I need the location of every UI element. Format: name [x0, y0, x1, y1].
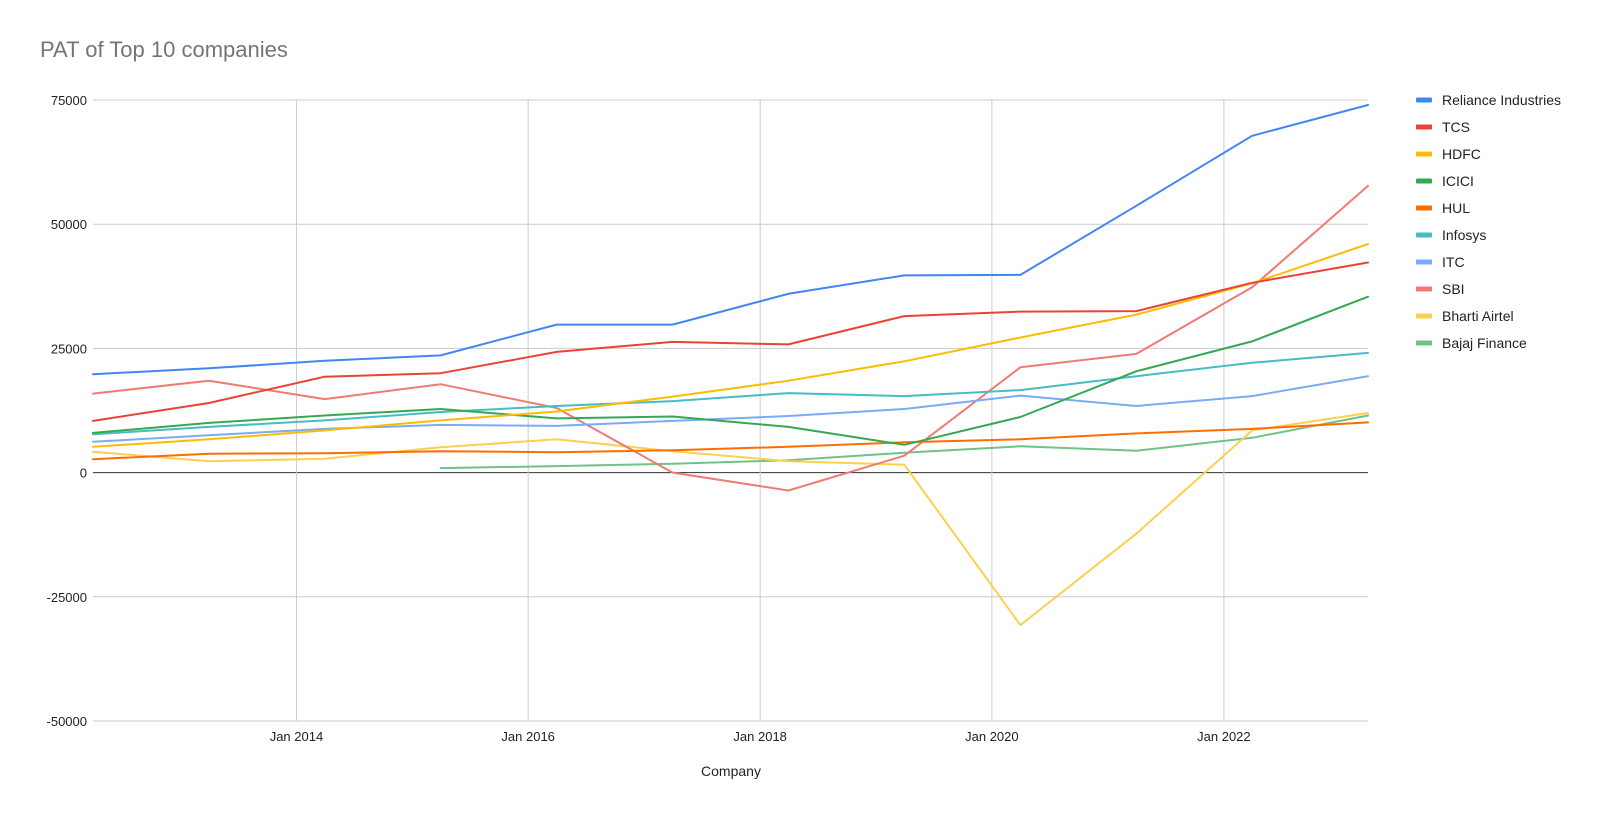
x-tick-label: Jan 2020: [965, 729, 1019, 744]
legend-swatch-infosys: [1416, 232, 1432, 238]
legend-label-hdfc: HDFC: [1442, 146, 1481, 162]
legend: Reliance Industries TCS HDFC ICICI HUL Infosy…: [1416, 92, 1561, 351]
series-line-infosys: [92, 351, 1369, 436]
legend-label-itc: ITC: [1442, 254, 1465, 270]
legend-swatch-sbi: [1416, 286, 1432, 292]
series-lines: [92, 104, 1369, 627]
series-line-bharti-airtel: [92, 412, 1369, 627]
legend-swatch-hdfc: [1416, 151, 1432, 157]
series-line-reliance-industries: [92, 104, 1369, 376]
x-tick-label: Jan 2018: [733, 729, 787, 744]
legend-label-hul: HUL: [1442, 200, 1470, 216]
legend-swatch-reliance-industries: [1416, 97, 1432, 103]
y-tick-label: 50000: [51, 217, 87, 232]
legend-swatch-itc: [1416, 259, 1432, 265]
legend-label-tcs: TCS: [1442, 119, 1470, 135]
y-tick-label: -50000: [47, 714, 87, 729]
x-tick-label: Jan 2022: [1197, 729, 1251, 744]
x-axis-title: Company: [701, 763, 761, 779]
grid-lines: [93, 99, 1368, 722]
y-tick-label: 0: [80, 466, 87, 481]
x-tick-label: Jan 2014: [270, 729, 324, 744]
y-tick-label: 75000: [51, 93, 87, 108]
legend-swatch-bharti-airtel: [1416, 313, 1432, 319]
chart-title: PAT of Top 10 companies: [40, 37, 288, 62]
axes: 75000 50000 25000 0 -25000 -50000 Jan 2014 Jan …: [47, 93, 1251, 744]
legend-label-icici: ICICI: [1442, 173, 1474, 189]
legend-label-bajaj-finance: Bajaj Finance: [1442, 335, 1527, 351]
series-line-sbi: [92, 184, 1369, 492]
series-line-itc: [92, 375, 1369, 443]
series-line-hdfc: [92, 243, 1369, 448]
legend-swatch-icici: [1416, 178, 1432, 184]
series-line-bajaj-finance: [439, 414, 1369, 470]
series-line-icici: [92, 295, 1369, 446]
legend-label-bharti-airtel: Bharti Airtel: [1442, 308, 1514, 324]
legend-swatch-bajaj-finance: [1416, 340, 1432, 346]
y-tick-label: -25000: [47, 590, 87, 605]
series-line-hul: [92, 421, 1369, 461]
legend-swatch-tcs: [1416, 124, 1432, 130]
x-tick-label: Jan 2016: [501, 729, 555, 744]
legend-label-sbi: SBI: [1442, 281, 1465, 297]
legend-swatch-hul: [1416, 205, 1432, 211]
series-line-tcs: [92, 261, 1369, 422]
legend-label-reliance-industries: Reliance Industries: [1442, 92, 1561, 108]
y-tick-label: 25000: [51, 341, 87, 356]
legend-label-infosys: Infosys: [1442, 227, 1486, 243]
